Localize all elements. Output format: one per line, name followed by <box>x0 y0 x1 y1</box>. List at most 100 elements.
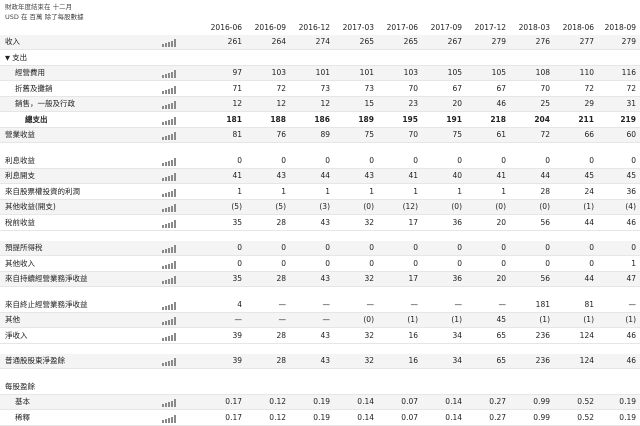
bar-chart-icon[interactable] <box>162 275 177 285</box>
sparkline-cell <box>160 297 202 313</box>
value-cell: 181 <box>510 297 554 313</box>
bar-chart-icon[interactable] <box>162 100 177 110</box>
value-cell: 61 <box>466 127 510 143</box>
value-cell <box>510 379 554 395</box>
value-cell <box>246 379 290 395</box>
bar-chart-icon[interactable] <box>162 203 177 213</box>
value-cell: 0 <box>466 240 510 256</box>
value-cell: 103 <box>378 65 422 81</box>
value-cell: 105 <box>422 65 466 81</box>
bar-chart-icon[interactable] <box>162 260 177 269</box>
bar-chart-icon[interactable] <box>162 398 177 408</box>
spacer-cell <box>0 343 640 354</box>
row-label: 銷售，一般及行政 <box>0 96 160 112</box>
table-row: 稅前收益 35 28 43 32 17 36 20 56 44 46 <box>0 214 640 231</box>
value-cell: 45 <box>554 168 598 184</box>
sparkline-cell <box>160 96 202 112</box>
bar-chart-icon[interactable] <box>162 414 177 423</box>
value-cell: (0) <box>334 312 378 328</box>
value-cell: 97 <box>202 65 246 81</box>
column-header-2016-12: 2016-12 <box>298 22 330 32</box>
value-cell: 1 <box>334 183 378 200</box>
value-cell: 110 <box>554 65 598 81</box>
value-cell: 36 <box>598 183 640 200</box>
value-cell: 29 <box>554 96 598 112</box>
value-cell: 277 <box>554 34 598 50</box>
bar-chart-icon[interactable] <box>162 301 177 310</box>
spacer-cell <box>0 143 640 154</box>
value-cell: 186 <box>290 111 334 128</box>
row-label: 每股盈餘 <box>0 379 160 395</box>
bar-chart-icon[interactable] <box>162 357 177 367</box>
bar-chart-icon[interactable] <box>162 172 177 182</box>
value-cell <box>554 379 598 395</box>
value-cell: 0.52 <box>554 409 598 426</box>
value-cell: 43 <box>290 214 334 231</box>
row-label: 來自股票權投資的利潤 <box>0 183 160 200</box>
value-cell: (1) <box>510 312 554 328</box>
bar-chart-icon[interactable] <box>162 85 177 94</box>
value-cell <box>466 379 510 395</box>
bar-chart-icon[interactable] <box>162 131 177 141</box>
value-cell: 0 <box>422 153 466 169</box>
value-cell: 65 <box>466 327 510 344</box>
value-cell: 276 <box>510 34 554 50</box>
fiscal-year-note: 財政年度結束在 十二月 <box>5 3 73 11</box>
bar-chart-icon[interactable] <box>162 332 177 341</box>
value-cell: 0 <box>202 255 246 272</box>
bar-chart-icon[interactable] <box>162 116 177 125</box>
value-cell: 12 <box>202 96 246 112</box>
value-cell: 17 <box>378 214 422 231</box>
bar-chart-icon[interactable] <box>162 188 177 197</box>
value-cell: 0.19 <box>290 409 334 426</box>
value-cell: 0 <box>554 153 598 169</box>
row-label: 其他收入 <box>0 255 160 272</box>
section-row-expenses[interactable]: 支出 <box>0 49 640 66</box>
value-cell: 264 <box>246 34 290 50</box>
row-label: 經營費用 <box>0 65 160 81</box>
value-cell <box>334 49 378 66</box>
value-cell: 39 <box>202 327 246 344</box>
spacer-row <box>0 230 640 241</box>
value-cell: 0.14 <box>334 394 378 410</box>
value-cell: 0 <box>334 153 378 169</box>
bar-chart-icon[interactable] <box>162 38 177 48</box>
value-cell <box>598 49 640 66</box>
sparkline-cell <box>160 214 202 231</box>
value-cell: 70 <box>378 127 422 143</box>
value-cell: — <box>202 312 246 328</box>
value-cell: 34 <box>422 327 466 344</box>
bar-chart-icon[interactable] <box>162 69 177 79</box>
value-cell <box>246 49 290 66</box>
table-row: 銷售，一般及行政 12 12 12 15 23 20 46 25 29 31 <box>0 96 640 112</box>
row-label: 支出 <box>0 49 160 66</box>
value-cell: 219 <box>598 111 640 128</box>
value-cell: (1) <box>554 199 598 215</box>
column-header-2016-06: 2016-06 <box>210 22 242 32</box>
value-cell: 274 <box>290 34 334 50</box>
value-cell: — <box>246 312 290 328</box>
column-header-2017-09: 2017-09 <box>430 22 462 32</box>
value-cell: 204 <box>510 111 554 128</box>
income-statement-table: 2016-06 2016-09 2016-12 2017-03 2017-06 2017-… <box>0 20 640 426</box>
value-cell: 1 <box>598 255 640 272</box>
value-cell: 67 <box>466 80 510 97</box>
bar-chart-icon[interactable] <box>162 157 177 166</box>
value-cell: 0.19 <box>290 394 334 410</box>
spacer-row <box>0 369 640 380</box>
value-cell: 66 <box>554 127 598 143</box>
value-cell: 56 <box>510 214 554 231</box>
bar-chart-icon[interactable] <box>162 219 177 228</box>
value-cell: 44 <box>510 168 554 184</box>
value-cell: 70 <box>510 80 554 97</box>
value-cell: (5) <box>202 199 246 215</box>
value-cell: 44 <box>290 168 334 184</box>
value-cell: 0 <box>334 240 378 256</box>
value-cell: 218 <box>466 111 510 128</box>
value-cell: 0.17 <box>202 394 246 410</box>
bar-chart-icon[interactable] <box>162 316 177 326</box>
bar-chart-icon[interactable] <box>162 244 177 254</box>
value-cell: 0 <box>510 240 554 256</box>
value-cell: (1) <box>422 312 466 328</box>
value-cell: — <box>466 297 510 313</box>
